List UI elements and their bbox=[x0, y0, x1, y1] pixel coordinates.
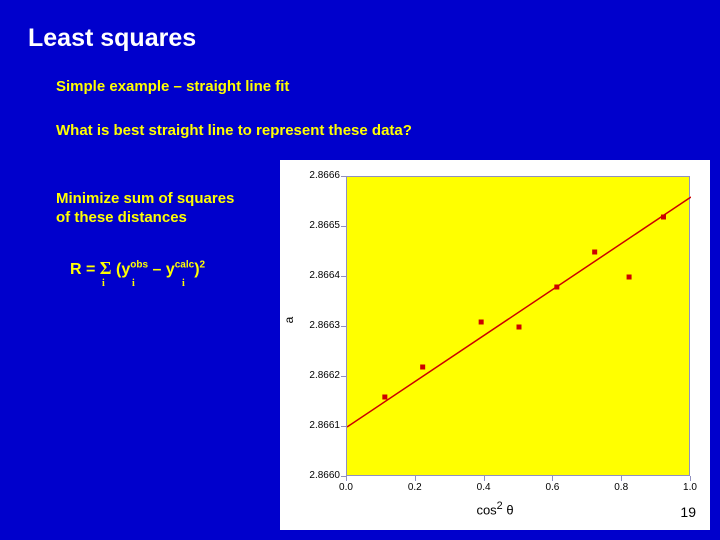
y-tick-mark bbox=[341, 176, 346, 177]
y-tick-label: 2.8662 bbox=[284, 370, 340, 381]
data-point bbox=[479, 320, 484, 325]
subtitle: Simple example – straight line fit bbox=[56, 78, 289, 95]
fit-line bbox=[347, 197, 691, 427]
x-tick-label: 0.2 bbox=[400, 482, 430, 493]
x-tick-mark bbox=[690, 476, 691, 481]
y-tick-mark bbox=[341, 426, 346, 427]
x-tick-label: 0.4 bbox=[469, 482, 499, 493]
y-tick-mark bbox=[341, 276, 346, 277]
formula-calc: calc bbox=[175, 260, 194, 271]
minimize-line1: Minimize sum of squares bbox=[56, 190, 234, 207]
formula: R = Σ (yobs – ycalc)2 bbox=[70, 258, 205, 279]
data-point bbox=[420, 365, 425, 370]
sigma-icon: Σ bbox=[100, 258, 112, 278]
formula-minus: – y bbox=[148, 261, 175, 278]
sub-i-2: i bbox=[132, 278, 135, 289]
x-tick-mark bbox=[552, 476, 553, 481]
y-tick-label: 2.8664 bbox=[284, 270, 340, 281]
x-tick-mark bbox=[346, 476, 347, 481]
x-tick-mark bbox=[415, 476, 416, 481]
formula-R: R bbox=[70, 261, 82, 278]
data-point bbox=[627, 275, 632, 280]
data-point bbox=[592, 250, 597, 255]
y-tick-mark bbox=[341, 376, 346, 377]
y-tick-label: 2.8663 bbox=[284, 320, 340, 331]
x-tick-label: 0.0 bbox=[331, 482, 361, 493]
formula-sq: 2 bbox=[200, 260, 206, 271]
data-point bbox=[517, 325, 522, 330]
y-tick-label: 2.8665 bbox=[284, 220, 340, 231]
plot-area bbox=[346, 176, 690, 476]
sub-i-3: i bbox=[182, 278, 185, 289]
data-point bbox=[661, 215, 666, 220]
y-tick-label: 2.8661 bbox=[284, 420, 340, 431]
chart-overlay bbox=[347, 177, 691, 477]
data-point bbox=[554, 285, 559, 290]
y-tick-label: 2.8660 bbox=[284, 470, 340, 481]
y-tick-label: 2.8666 bbox=[284, 170, 340, 181]
formula-open: (y bbox=[112, 261, 131, 278]
question-text: What is best straight line to represent … bbox=[56, 122, 412, 139]
chart: a cos2 θ 19 2.86602.86612.86622.86632.86… bbox=[280, 160, 710, 530]
x-tick-label: 0.6 bbox=[537, 482, 567, 493]
sub-i-1: i bbox=[102, 278, 105, 289]
minimize-line2: of these distances bbox=[56, 209, 187, 226]
x-tick-label: 0.8 bbox=[606, 482, 636, 493]
x-tick-mark bbox=[621, 476, 622, 481]
data-point bbox=[382, 395, 387, 400]
x-tick-label: 1.0 bbox=[675, 482, 705, 493]
y-tick-mark bbox=[341, 326, 346, 327]
page-number: 19 bbox=[680, 504, 696, 520]
page-title: Least squares bbox=[28, 24, 196, 53]
minimize-text: Minimize sum of squares of these distanc… bbox=[56, 190, 234, 228]
formula-eq: = bbox=[82, 261, 100, 278]
formula-obs: obs bbox=[130, 260, 148, 271]
x-tick-mark bbox=[484, 476, 485, 481]
y-tick-mark bbox=[341, 226, 346, 227]
x-axis-label: cos2 θ bbox=[280, 500, 710, 517]
